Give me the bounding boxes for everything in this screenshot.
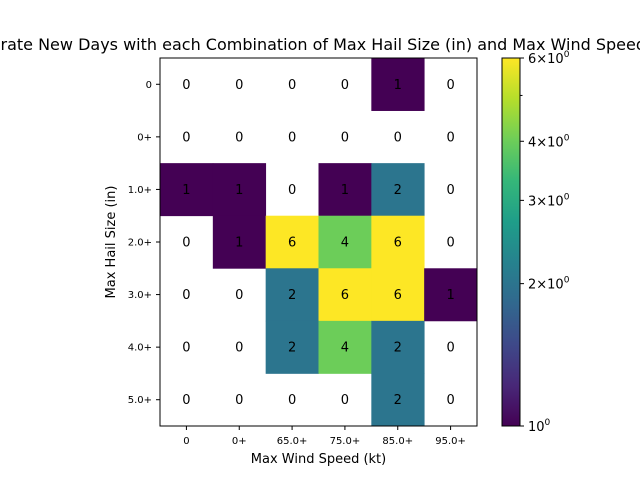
- y-tick-label: 4.0+: [128, 343, 152, 354]
- heatmap-cell: [318, 163, 372, 217]
- x-tick-label: 65.0+: [277, 436, 308, 447]
- heatmap-cell-labels: 0 0 0 0 1 0 0 0 0 0 0 0 1 1 0 1 2 0 0 1 6 4 6 0 0 0 2 6 6 1 0 0 2 4 2 0 0 0 0 0…: [182, 78, 454, 408]
- heatmap-cell: [318, 215, 372, 269]
- heatmap-cell: [371, 373, 425, 427]
- heatmap-cell: [265, 320, 319, 374]
- cell-value-label: 0: [341, 393, 349, 408]
- heatmap-cell: [424, 268, 478, 322]
- y-tick-label: 0+: [137, 132, 152, 143]
- cell-value-label: 1: [235, 236, 243, 251]
- y-tick-label: 5.0+: [128, 395, 152, 406]
- y-axis-ticks: 0 0+ 1.0+ 2.0+ 3.0+ 4.0+ 5.0+: [128, 80, 160, 406]
- x-axis-label: Max Wind Speed (kt): [251, 452, 386, 467]
- heatmap-cell: [265, 268, 319, 322]
- cell-value-label: 0: [341, 78, 349, 93]
- y-tick-label: 1.0+: [128, 185, 152, 196]
- cell-value-label: 0: [446, 130, 454, 145]
- cell-value-label: 0: [182, 130, 190, 145]
- heatmap-cell: [212, 163, 267, 217]
- cell-value-label: 4: [341, 341, 349, 356]
- cell-value-label: 0: [182, 288, 190, 303]
- chart-title: Moderate New Days with each Combination …: [0, 35, 640, 54]
- heatmap-cells: [160, 58, 478, 427]
- x-axis-ticks: 0 0+ 65.0+ 75.0+ 85.0+ 95.0+: [183, 426, 466, 447]
- cell-value-label: 0: [288, 183, 296, 198]
- cell-value-label: 1: [341, 183, 349, 198]
- heatmap-cell: [160, 163, 214, 217]
- cell-value-label: 0: [182, 236, 190, 251]
- cell-value-label: 1: [235, 183, 243, 198]
- cell-value-label: 1: [446, 288, 454, 303]
- heatmap-cell: [265, 215, 319, 269]
- cell-value-label: 0: [182, 78, 190, 93]
- colorbar-tick-label: 2×100: [528, 276, 570, 293]
- colorbar-ticks: 100 2×100 3×100 4×100 6×100: [520, 50, 570, 435]
- heatmap-cell: [371, 163, 425, 217]
- cell-value-label: 0: [235, 78, 243, 93]
- y-tick-label: 2.0+: [128, 238, 152, 249]
- x-tick-label: 0+: [232, 436, 247, 447]
- heatmap-cell: [371, 268, 425, 322]
- heatmap-cell: [318, 268, 372, 322]
- cell-value-label: 0: [235, 341, 243, 356]
- cell-value-label: 0: [182, 393, 190, 408]
- y-tick-label: 0: [146, 80, 152, 91]
- heatmap-cell: [318, 320, 372, 374]
- colorbar-gradient: [501, 57, 521, 427]
- colorbar: 100 2×100 3×100 4×100 6×100: [501, 50, 570, 435]
- cell-value-label: 2: [288, 341, 296, 356]
- cell-value-label: 1: [182, 183, 190, 198]
- colorbar-tick-label: 6×100: [528, 50, 570, 67]
- cell-value-label: 0: [394, 130, 402, 145]
- cell-value-label: 0: [341, 130, 349, 145]
- cell-value-label: 6: [394, 288, 402, 303]
- cell-value-label: 0: [288, 393, 296, 408]
- cell-value-label: 4: [341, 236, 349, 251]
- cell-value-label: 0: [446, 393, 454, 408]
- cell-value-label: 0: [288, 130, 296, 145]
- heatmap-cell: [371, 58, 425, 111]
- cell-value-label: 6: [288, 236, 296, 251]
- y-tick-label: 3.0+: [128, 290, 152, 301]
- heatmap-cell: [212, 215, 267, 269]
- x-tick-label: 95.0+: [435, 436, 466, 447]
- x-tick-label: 85.0+: [382, 436, 413, 447]
- colorbar-tick-label: 4×100: [528, 133, 570, 150]
- y-axis-label: Max Hail Size (in): [104, 186, 119, 299]
- cell-value-label: 0: [288, 78, 296, 93]
- cell-value-label: 6: [341, 288, 349, 303]
- cell-value-label: 6: [394, 236, 402, 251]
- cell-value-label: 1: [394, 78, 402, 93]
- cell-value-label: 2: [288, 288, 296, 303]
- cell-value-label: 0: [235, 288, 243, 303]
- cell-value-label: 2: [394, 183, 402, 198]
- cell-value-label: 0: [235, 130, 243, 145]
- x-tick-label: 0: [183, 436, 189, 447]
- cell-value-label: 2: [394, 393, 402, 408]
- heatmap-cell: [371, 215, 425, 269]
- cell-value-label: 0: [235, 393, 243, 408]
- cell-value-label: 0: [182, 341, 190, 356]
- cell-value-label: 0: [446, 78, 454, 93]
- cell-value-label: 0: [446, 236, 454, 251]
- x-tick-label: 75.0+: [330, 436, 361, 447]
- colorbar-tick-label: 3×100: [528, 192, 570, 209]
- cell-value-label: 0: [446, 183, 454, 198]
- heatmap-cell: [371, 320, 425, 374]
- colorbar-tick-label: 100: [528, 418, 551, 435]
- cell-value-label: 0: [446, 341, 454, 356]
- cell-value-label: 2: [394, 341, 402, 356]
